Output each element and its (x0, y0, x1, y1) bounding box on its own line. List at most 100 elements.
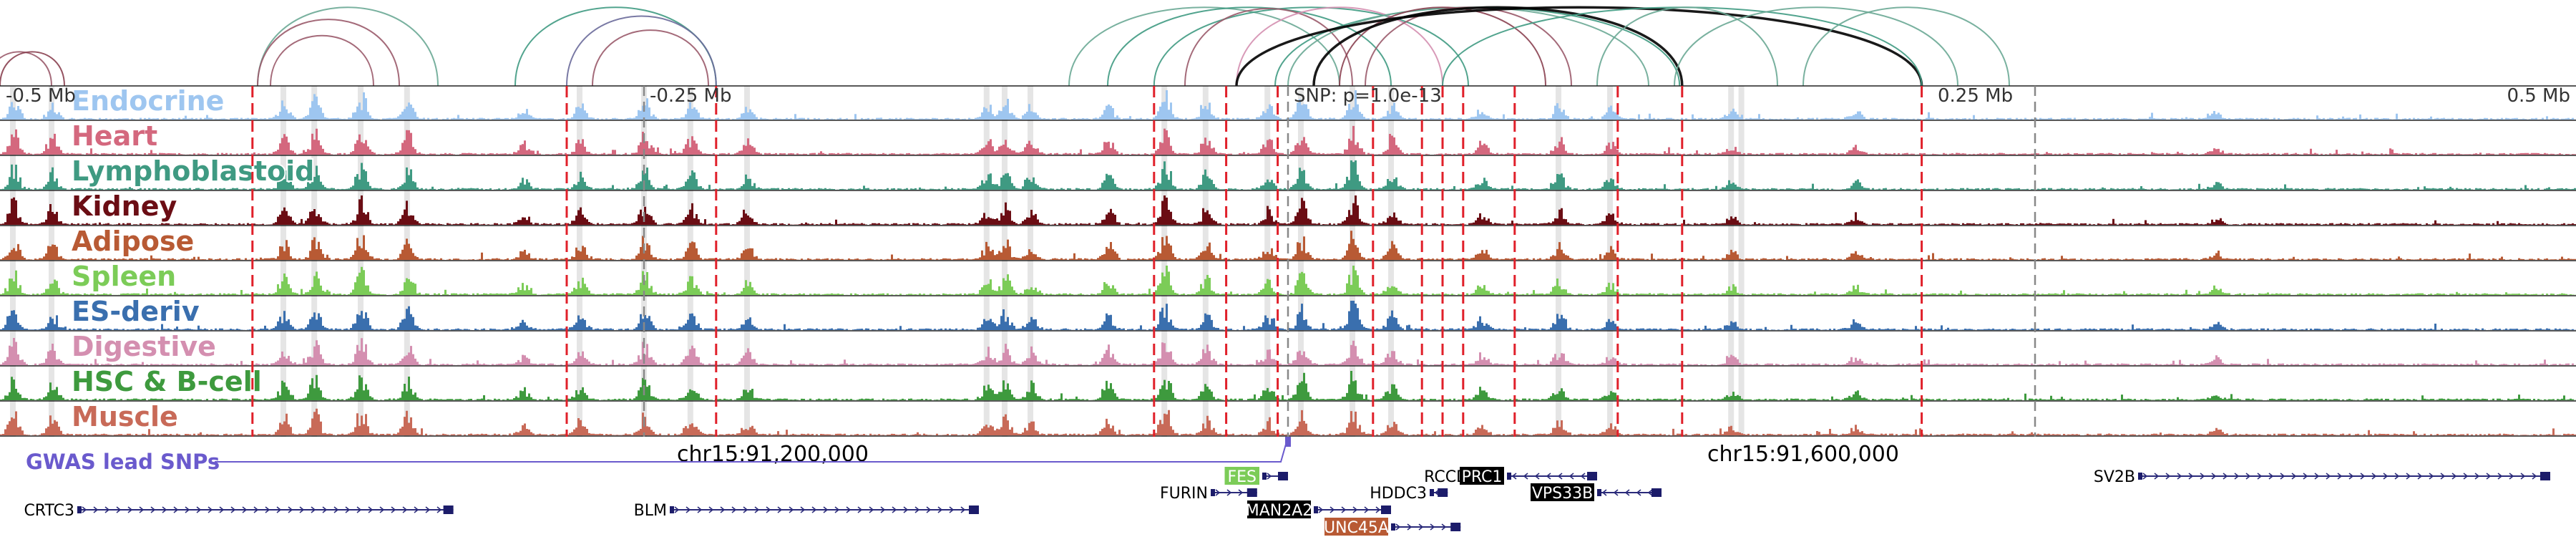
strand-chevron (162, 506, 167, 513)
strand-chevron (1215, 489, 1221, 496)
chromatin-loop-arc (0, 51, 65, 87)
distance-label: 0.25 Mb (1938, 85, 2013, 107)
gene-label: VPS33B (1532, 485, 1593, 503)
chromatin-loop-arc (514, 6, 717, 87)
strand-chevron (1546, 473, 1551, 480)
strand-chevron (1568, 473, 1574, 480)
strand-chevron (322, 506, 328, 513)
gene-label-box (1247, 500, 1311, 518)
strand-chevron (402, 506, 408, 513)
distance-axis: -0.5 Mb -0.25 Mb SNP: p=1.0e-13 0.25 Mb 0.5 … (6, 85, 2570, 467)
strand-chevron (2154, 473, 2160, 480)
track-signal-area (0, 90, 2576, 120)
track-label: Heart (72, 120, 157, 152)
strand-chevron (1407, 523, 1413, 531)
strand-chevron (2383, 473, 2389, 480)
strand-chevron (2429, 473, 2434, 480)
gene-exon (670, 506, 674, 513)
strand-chevron (185, 506, 190, 513)
gene-label: UNC45A (1324, 519, 1389, 537)
strand-chevron (93, 506, 99, 513)
strand-chevron (219, 506, 225, 513)
highlight-band (744, 86, 750, 437)
gene-exon (1381, 505, 1391, 514)
strand-chevron (708, 506, 714, 513)
strand-chevron (2417, 473, 2423, 480)
track-label: ES-deriv (72, 296, 200, 327)
strand-chevron (2211, 473, 2217, 480)
strand-chevron (1330, 506, 1335, 513)
strand-chevron (846, 506, 852, 513)
chromatin-loop-arc (1184, 8, 1353, 87)
gene-label-box (1224, 467, 1259, 485)
highlight-band (1002, 86, 1008, 437)
strand-chevron (720, 506, 726, 513)
chromatin-loop-arc (1312, 6, 1684, 87)
strand-chevron (1418, 523, 1424, 531)
highlight-band (10, 86, 16, 437)
chromatin-loop-arc (1068, 6, 1340, 87)
strand-chevron (960, 506, 966, 513)
strand-chevron (1557, 473, 1563, 480)
strand-chevron (82, 506, 87, 513)
gene-sv2b: SV2B (2094, 468, 2550, 486)
gene-prc1: PRC1 (1460, 467, 1597, 486)
highlight-band (1264, 86, 1271, 437)
strand-chevron (104, 506, 110, 513)
strand-chevron (2188, 473, 2194, 480)
strand-chevron (311, 506, 316, 513)
gene-exon (1391, 523, 1395, 531)
highlight-band (1388, 86, 1394, 437)
gene-exon (1211, 489, 1215, 496)
chromatin-loop-arc (257, 19, 400, 87)
strand-chevron (697, 506, 703, 513)
strand-chevron (789, 506, 794, 513)
distance-label: SNP: p=1.0e-13 (1294, 85, 1442, 107)
strand-chevron (1352, 506, 1358, 513)
chromatin-loop-arc (257, 6, 439, 87)
distance-label: -0.5 Mb (6, 85, 76, 107)
strand-chevron (1238, 489, 1244, 496)
strand-chevron (2314, 473, 2320, 480)
chromatin-loop-arc (0, 51, 52, 87)
strand-chevron (2337, 473, 2343, 480)
highlight-band (687, 86, 693, 437)
gene-exon (1438, 488, 1448, 497)
strand-chevron (139, 506, 145, 513)
gene-label-box (1531, 483, 1594, 501)
gene-hddc3: HDDC3 (1370, 485, 1448, 503)
chromatin-loop-arc (1107, 6, 1392, 87)
highlight-band (358, 86, 364, 437)
strand-chevron (834, 506, 840, 513)
track-label: Lymphoblastoid (72, 155, 314, 187)
strand-chevron (2291, 473, 2297, 480)
strand-chevron (2177, 473, 2182, 480)
strand-chevron (2326, 473, 2331, 480)
chromatin-loop-arc (592, 29, 709, 87)
strand-chevron (800, 506, 806, 513)
track-heart: Heart (0, 119, 2576, 156)
strand-chevron (2280, 473, 2285, 480)
strand-chevron (1341, 506, 1347, 513)
strand-chevron (127, 506, 133, 513)
strand-chevron (288, 506, 293, 513)
strand-chevron (777, 506, 783, 513)
highlight-band (1728, 86, 1735, 437)
strand-chevron (1226, 489, 1232, 496)
gene-exon (969, 505, 979, 514)
strand-chevron (903, 506, 909, 513)
strand-chevron (1395, 523, 1401, 531)
coordinate-label: chr15:91,200,000 (677, 442, 869, 467)
chromatin-loop-arc (270, 34, 374, 87)
track-label: Kidney (72, 190, 177, 222)
strand-chevron (937, 506, 943, 513)
strand-chevron (2234, 473, 2240, 480)
strand-chevron (1601, 489, 1607, 496)
gene-label: SV2B (2094, 468, 2135, 486)
strand-chevron (1318, 506, 1324, 513)
strand-chevron (230, 506, 236, 513)
gene-annotations: CRTC3 BLMFESFURINMAN2A2UNC45ARCCD1HDDC3PR… (24, 467, 2550, 537)
distance-label: -0.25 Mb (650, 85, 731, 107)
chromatin-loop-arc (1596, 6, 1778, 87)
